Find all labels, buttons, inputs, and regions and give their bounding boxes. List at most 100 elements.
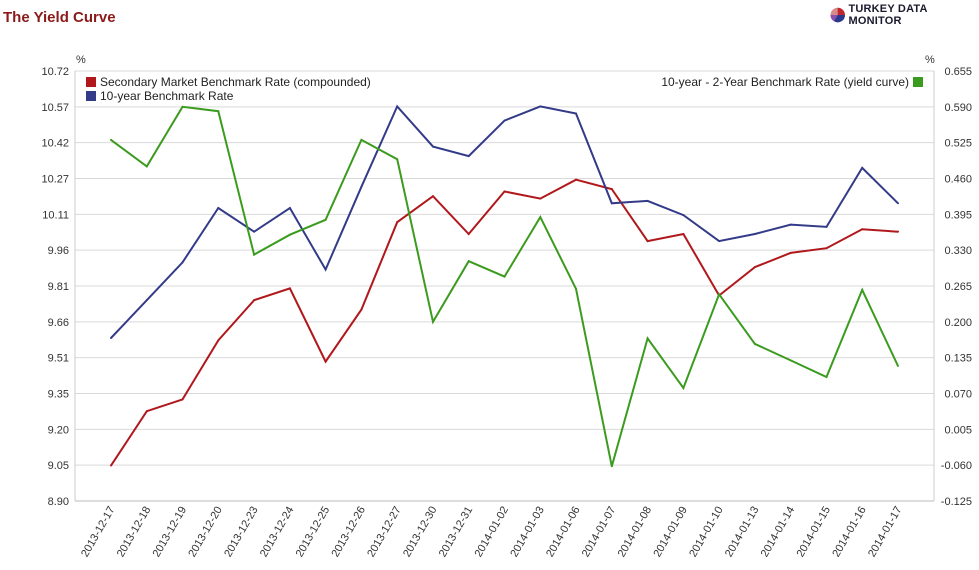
data-point — [539, 105, 542, 108]
data-point — [396, 105, 399, 108]
right-tick-label: 0.590 — [944, 102, 972, 114]
left-tick-label: 9.96 — [48, 245, 69, 257]
left-tick-label: 9.35 — [48, 389, 69, 401]
axes: % % 10.72 0.655 10.57 0.590 10.42 0.525 10.27 0… — [41, 54, 972, 559]
right-tick-label: -0.060 — [941, 460, 972, 472]
legend-label: Secondary Market Benchmark Rate (compoun… — [100, 75, 371, 89]
data-point — [682, 386, 685, 389]
series-lines — [110, 104, 899, 468]
pie-logo-icon — [830, 7, 845, 23]
data-point — [181, 105, 184, 108]
data-point — [682, 233, 685, 236]
x-tick-label: 2013-12-18 — [115, 505, 154, 560]
left-tick-label: 9.20 — [48, 424, 69, 436]
data-point — [539, 216, 542, 219]
data-point — [217, 110, 220, 113]
x-tick-label: 2014-01-14 — [759, 505, 798, 560]
data-point — [110, 138, 112, 141]
x-tick-label: 2014-01-15 — [795, 505, 834, 560]
x-tick-label: 2014-01-03 — [508, 505, 547, 560]
data-point — [897, 364, 899, 367]
legend: Secondary Market Benchmark Rate (compoun… — [86, 75, 923, 103]
data-point — [575, 178, 578, 181]
data-point — [682, 214, 685, 217]
x-tick-label: 2013-12-25 — [294, 505, 333, 560]
data-point — [753, 342, 756, 345]
gridlines — [75, 70, 934, 502]
legend-swatch — [86, 77, 96, 87]
right-tick-label: 0.070 — [944, 389, 972, 401]
left-tick-label: 10.11 — [42, 209, 69, 221]
right-tick-label: -0.125 — [941, 496, 972, 508]
data-point — [861, 228, 864, 231]
data-point — [861, 288, 864, 291]
data-point — [718, 240, 721, 243]
data-point — [825, 375, 828, 378]
data-point — [753, 266, 756, 269]
data-point — [789, 223, 792, 226]
x-tick-label: 2014-01-17 — [866, 505, 905, 560]
right-axis-unit: % — [925, 54, 935, 66]
data-point — [431, 145, 434, 148]
data-point — [753, 233, 756, 236]
data-point — [575, 112, 578, 115]
data-point — [789, 359, 792, 362]
data-point — [646, 240, 649, 243]
data-point — [288, 207, 291, 210]
legend-label: 10-year Benchmark Rate — [100, 89, 234, 103]
data-point — [110, 336, 112, 339]
data-point — [217, 207, 220, 210]
left-tick-label: 8.90 — [48, 496, 69, 508]
data-point — [610, 188, 613, 191]
left-tick-label: 9.51 — [48, 353, 69, 365]
data-point — [396, 158, 399, 161]
data-point — [575, 287, 578, 290]
x-tick-label: 2013-12-20 — [186, 505, 225, 560]
data-point — [145, 299, 148, 302]
data-point — [646, 337, 649, 340]
x-tick-label: 2014-01-10 — [687, 505, 726, 560]
data-point — [181, 261, 184, 264]
x-tick-label: 2014-01-02 — [473, 505, 512, 560]
chart-title: The Yield Curve — [3, 9, 116, 26]
data-point — [539, 197, 542, 200]
series-line-1 — [110, 104, 899, 339]
legend-swatch — [86, 91, 96, 101]
data-point — [145, 165, 148, 168]
left-tick-label: 10.27 — [41, 174, 69, 186]
x-tick-label: 2013-12-23 — [222, 505, 261, 560]
right-tick-label: 0.200 — [944, 317, 972, 329]
left-tick-label: 9.81 — [48, 281, 69, 293]
data-point — [253, 230, 256, 233]
x-tick-label: 2013-12-30 — [401, 505, 440, 560]
data-point — [610, 202, 613, 205]
data-point — [324, 360, 327, 363]
x-tick-label: 2014-01-07 — [580, 505, 619, 560]
data-point — [110, 464, 112, 467]
data-point — [897, 230, 899, 233]
x-tick-label: 2014-01-09 — [651, 505, 690, 560]
data-point — [646, 199, 649, 202]
x-tick-label: 2013-12-31 — [437, 505, 476, 560]
data-point — [718, 293, 721, 296]
data-point — [324, 268, 327, 271]
brand-name: TURKEY DATA MONITOR — [848, 3, 928, 27]
data-point — [431, 195, 434, 198]
data-point — [610, 465, 613, 468]
x-tick-label: 2013-12-19 — [151, 505, 190, 560]
right-tick-label: 0.135 — [944, 353, 972, 365]
right-tick-label: 0.330 — [944, 245, 972, 257]
right-tick-label: 0.005 — [944, 424, 972, 436]
data-point — [181, 398, 184, 401]
data-point — [288, 233, 291, 236]
data-point — [503, 119, 506, 122]
right-tick-label: 0.395 — [944, 209, 972, 221]
data-point — [467, 233, 470, 236]
data-point — [217, 339, 220, 342]
data-point — [503, 275, 506, 278]
data-point — [396, 221, 399, 224]
data-point — [503, 190, 506, 193]
data-point — [360, 138, 363, 141]
data-point — [253, 299, 256, 302]
